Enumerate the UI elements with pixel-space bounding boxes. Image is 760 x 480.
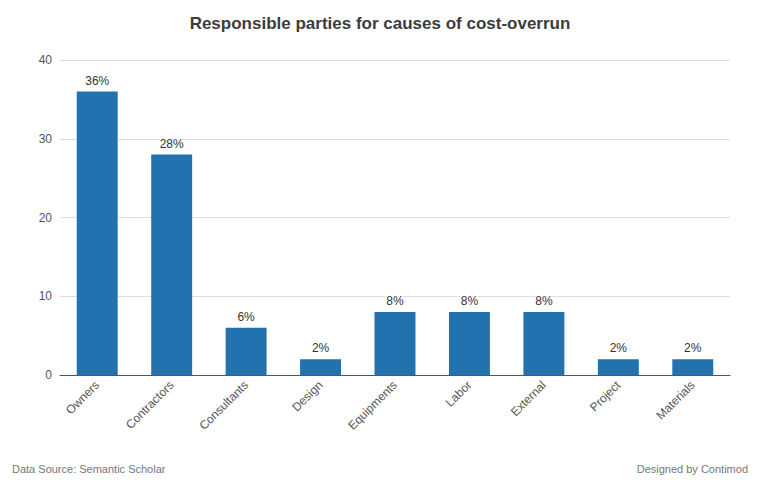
svg-text:40: 40 [39, 53, 53, 67]
svg-text:Project: Project [587, 378, 624, 415]
svg-text:External: External [508, 378, 549, 419]
svg-text:Responsible parties for causes: Responsible parties for causes of cost-o… [190, 14, 571, 33]
svg-text:Equipments: Equipments [345, 378, 400, 433]
svg-text:6%: 6% [237, 310, 255, 324]
svg-text:Consultants: Consultants [196, 378, 251, 433]
svg-text:Materials: Materials [653, 378, 697, 422]
svg-text:2%: 2% [684, 341, 702, 355]
svg-text:8%: 8% [386, 294, 404, 308]
svg-text:2%: 2% [312, 341, 330, 355]
svg-text:Owners: Owners [63, 378, 102, 417]
svg-text:Contractors: Contractors [123, 378, 177, 432]
svg-text:8%: 8% [461, 294, 479, 308]
svg-text:Design: Design [289, 378, 325, 414]
svg-text:28%: 28% [160, 137, 184, 151]
svg-text:Designed by Contimod: Designed by Contimod [637, 463, 748, 475]
svg-text:30: 30 [39, 132, 53, 146]
svg-text:10: 10 [39, 289, 53, 303]
svg-text:0: 0 [45, 368, 52, 382]
svg-text:20: 20 [39, 211, 53, 225]
svg-text:36%: 36% [85, 74, 109, 88]
svg-text:Data Source: Semantic Scholar: Data Source: Semantic Scholar [12, 463, 166, 475]
svg-text:Labor: Labor [443, 378, 475, 410]
svg-text:2%: 2% [610, 341, 628, 355]
svg-text:8%: 8% [535, 294, 553, 308]
